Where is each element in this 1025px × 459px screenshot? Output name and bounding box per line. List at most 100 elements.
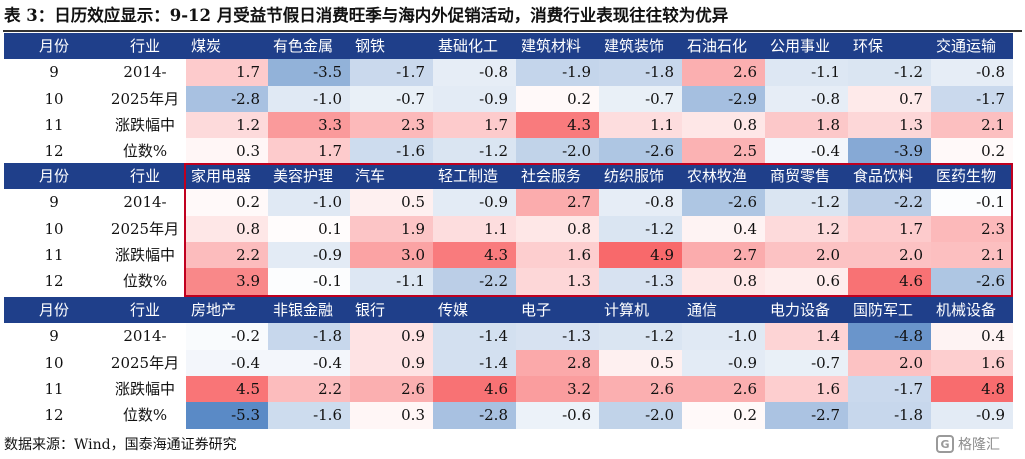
value-cell: 0.8 [682, 268, 765, 295]
sector-header: 汽车 [350, 163, 433, 189]
value-cell: -1.3 [599, 268, 682, 295]
value-cell: -2.8 [433, 402, 516, 429]
value-cell: 1.7 [186, 59, 268, 86]
sector-header: 食品饮料 [848, 163, 931, 189]
value-cell: 1.6 [516, 242, 599, 268]
value-cell: 0.6 [765, 268, 848, 295]
value-cell: 3.0 [350, 242, 433, 268]
value-cell: 2.3 [350, 112, 433, 138]
value-cell: 0.2 [682, 402, 765, 429]
value-cell: -0.4 [186, 350, 268, 376]
value-cell: -2.6 [599, 138, 682, 165]
value-cell: -1.2 [599, 216, 682, 242]
value-cell: 1.3 [848, 112, 931, 138]
value-cell: 2.7 [516, 189, 599, 216]
sector-header: 公用事业 [765, 33, 848, 59]
month-cell: 12 [44, 272, 64, 290]
value-cell: 2.5 [682, 138, 765, 165]
value-cell: 4.6 [848, 268, 931, 295]
sector-header: 商贸零售 [765, 163, 848, 189]
period-label-cell: 涨跌幅中 [114, 116, 175, 134]
industry-header: 行业 [104, 297, 186, 323]
sector-header: 交通运输 [931, 33, 1013, 59]
month-cell: 9 [49, 327, 59, 345]
value-cell: 0.7 [848, 86, 931, 112]
value-cell: 1.6 [931, 350, 1013, 376]
month-cell: 12 [44, 406, 64, 424]
sector-header: 家用电器 [186, 163, 268, 189]
value-cell: -0.9 [433, 86, 516, 112]
period-label-cell: 2025年月 [110, 90, 180, 108]
value-cell: -1.7 [350, 59, 433, 86]
value-cell: -2.6 [931, 268, 1013, 295]
month-cell: 10 [44, 220, 64, 238]
sector-header: 有色金属 [268, 33, 350, 59]
value-cell: -1.1 [350, 268, 433, 295]
value-cell: 1.3 [516, 268, 599, 295]
sector-header: 建筑材料 [516, 33, 599, 59]
value-cell: 1.4 [765, 323, 848, 350]
value-cell: -0.9 [682, 350, 765, 376]
value-cell: 4.8 [931, 376, 1013, 402]
sector-header: 煤炭 [186, 33, 268, 59]
value-cell: 2.8 [516, 350, 599, 376]
value-cell: -1.6 [350, 138, 433, 165]
value-cell: 1.2 [765, 216, 848, 242]
month-cell: 12 [44, 142, 64, 160]
title-rule [3, 30, 1022, 32]
value-cell: 0.2 [516, 86, 599, 112]
value-cell: -0.1 [268, 268, 350, 295]
value-cell: -1.2 [433, 138, 516, 165]
value-cell: 2.1 [931, 112, 1013, 138]
sector-header: 传媒 [433, 297, 516, 323]
sector-header: 社会服务 [516, 163, 599, 189]
value-cell: 0.2 [931, 138, 1013, 165]
value-cell: -0.7 [350, 86, 433, 112]
value-cell: 3.3 [268, 112, 350, 138]
sector-header: 纺织服饰 [599, 163, 682, 189]
value-cell: -1.8 [848, 402, 931, 429]
value-cell: 4.5 [186, 376, 268, 402]
value-cell: 1.7 [848, 216, 931, 242]
value-cell: 0.8 [516, 216, 599, 242]
period-label-cell: 2014- [123, 193, 167, 211]
month-cell: 10 [44, 90, 64, 108]
value-cell: -2.9 [682, 86, 765, 112]
value-cell: -1.8 [599, 59, 682, 86]
watermark-logo-icon: G [936, 435, 954, 453]
value-cell: -1.1 [765, 59, 848, 86]
period-label-cell: 位数% [122, 406, 168, 424]
value-cell: -1.7 [931, 86, 1013, 112]
value-cell: -0.2 [186, 323, 268, 350]
value-cell: -0.8 [599, 189, 682, 216]
value-cell: -1.4 [433, 323, 516, 350]
value-cell: 2.6 [682, 376, 765, 402]
value-cell: 0.2 [186, 189, 268, 216]
sector-header: 电力设备 [765, 297, 848, 323]
value-cell: -2.0 [516, 138, 599, 165]
value-cell: -4.8 [848, 323, 931, 350]
sector-header: 银行 [350, 297, 433, 323]
source-note: 数据来源：Wind，国泰海通证券研究 [4, 437, 237, 453]
value-cell: 2.2 [268, 376, 350, 402]
table-title: 表 3：日历效应显示：9-12 月受益节假日消费旺季与海内外促销活动，消费行业表… [4, 6, 729, 25]
period-label-cell: 2014- [123, 63, 167, 81]
value-cell: -5.3 [186, 402, 268, 429]
value-cell: 2.3 [931, 216, 1013, 242]
sector-header: 电子 [516, 297, 599, 323]
value-cell: 1.2 [186, 112, 268, 138]
month-cell: 9 [49, 63, 59, 81]
sector-header: 建筑装饰 [599, 33, 682, 59]
value-cell: 0.4 [931, 323, 1013, 350]
value-cell: 2.7 [682, 242, 765, 268]
watermark: G 格隆汇 [936, 431, 1022, 457]
value-cell: -1.0 [682, 323, 765, 350]
value-cell: 0.3 [350, 402, 433, 429]
value-cell: 1.1 [599, 112, 682, 138]
value-cell: 2.6 [599, 376, 682, 402]
value-cell: -2.6 [682, 189, 765, 216]
month-header: 月份 [4, 33, 104, 59]
value-cell: -1.2 [765, 189, 848, 216]
value-cell: -1.2 [599, 323, 682, 350]
